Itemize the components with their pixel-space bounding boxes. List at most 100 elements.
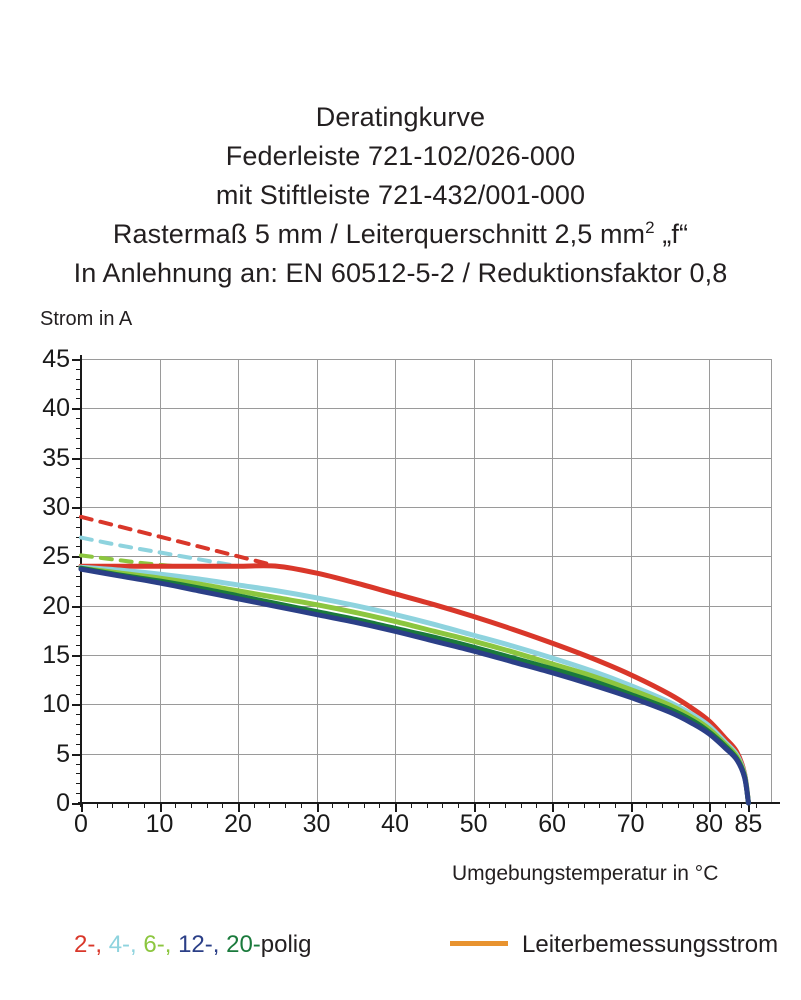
x-tick-minor-14	[190, 803, 192, 808]
y-tick-label-45: 45	[42, 345, 70, 373]
y-tick-45	[72, 359, 81, 361]
plot-area	[81, 359, 772, 803]
curve-2-polig-extrapoliert-	[79, 514, 280, 569]
curve-12-polig	[78, 566, 751, 806]
x-tick-minor-24	[269, 803, 271, 808]
y-axis-line	[80, 355, 82, 807]
x-tick-50	[473, 803, 476, 812]
x-axis-title: Umgebungstemperatur in °C	[452, 862, 719, 885]
grid-line-y-40	[81, 408, 772, 410]
grid-line-y-45	[81, 359, 772, 360]
x-tick-minor-62	[567, 803, 569, 808]
grid-line-x-30	[316, 359, 318, 803]
legend-rated-current: Leiterbemessungsstrom	[450, 930, 778, 960]
x-tick-0	[81, 803, 83, 812]
grid-line-y-20	[81, 605, 772, 607]
y-tick-minor-23	[76, 576, 81, 578]
grid-line-y-35	[81, 457, 772, 459]
legend-pole-counts: 2-, 4-, 6-, 12-, 20-polig	[74, 930, 312, 960]
grid-line-y-5	[81, 753, 772, 755]
x-tick-minor-22	[253, 803, 255, 808]
x-tick-label-70: 70	[616, 810, 645, 838]
y-tick-minor-34	[76, 467, 81, 469]
x-tick-minor-72	[646, 803, 648, 808]
title-line-1: Deratingkurve	[315, 102, 486, 132]
x-tick-70	[630, 803, 633, 812]
x-tick-minor-32	[332, 803, 334, 808]
x-tick-minor-48	[457, 803, 459, 808]
y-tick-minor-8	[76, 724, 81, 726]
y-tick-minor-38	[76, 428, 81, 430]
legend-separator: ,	[212, 931, 227, 958]
y-tick-minor-19	[76, 615, 81, 617]
x-tick-label-60: 60	[538, 810, 567, 838]
legend-separator: ,	[164, 931, 179, 958]
grid-line-x-80	[709, 359, 711, 803]
x-tick-minor-44	[426, 803, 428, 808]
y-tick-minor-9	[76, 714, 81, 716]
x-tick-label-0: 0	[74, 810, 88, 838]
x-tick-minor-6	[128, 803, 130, 808]
x-tick-80	[709, 803, 712, 812]
x-tick-label-20: 20	[224, 810, 252, 838]
x-tick-40	[395, 803, 398, 812]
y-tick-minor-27	[76, 536, 81, 538]
x-tick-minor-26	[285, 803, 287, 808]
x-tick-minor-68	[614, 803, 616, 808]
grid-line-y-25	[81, 556, 772, 558]
y-tick-minor-29	[76, 516, 81, 518]
y-tick-minor-31	[76, 497, 81, 499]
title-line-3: mit Stiftleiste 721-432/001-000	[215, 180, 586, 210]
y-tick-label-5: 5	[56, 739, 70, 768]
x-tick-60	[552, 803, 555, 812]
y-tick-minor-24	[76, 566, 81, 568]
title-line-4-superscript: 2	[645, 218, 655, 237]
title-line-4-main: Rastermaß 5 mm / Leiterquerschnitt 2,5 m…	[112, 219, 646, 249]
grid-line-x-70	[630, 359, 632, 803]
y-tick-label-40: 40	[42, 394, 70, 423]
legend-separator: ,	[95, 931, 109, 958]
title-line-4: Rastermaß 5 mm / Leiterquerschnitt 2,5 m…	[0, 215, 801, 254]
y-tick-minor-22	[76, 585, 81, 587]
y-tick-0	[72, 803, 81, 805]
y-tick-20	[72, 605, 81, 608]
x-tick-minor-86	[756, 803, 758, 808]
x-tick-minor-42	[410, 803, 412, 808]
legend-poles-suffix: polig	[260, 931, 312, 958]
y-tick-minor-39	[76, 418, 81, 420]
y-tick-minor-3	[76, 773, 81, 775]
x-tick-label-40: 40	[381, 810, 409, 838]
legend-pole-2: 2-	[74, 931, 96, 958]
legend-rated-color-swatch	[450, 940, 508, 946]
y-tick-label-0: 0	[56, 789, 70, 817]
x-tick-minor-8	[143, 803, 145, 808]
x-tick-minor-66	[599, 803, 601, 808]
x-tick-minor-12	[175, 803, 177, 808]
y-tick-label-25: 25	[42, 542, 70, 571]
x-tick-minor-16	[206, 803, 208, 808]
y-tick-label-35: 35	[42, 443, 70, 472]
y-tick-minor-1	[76, 793, 81, 795]
x-tick-20	[238, 803, 241, 812]
title-line-5: In Anlehnung an: EN 60512-5-2 / Reduktio…	[73, 258, 728, 288]
plot-frame-right	[771, 359, 772, 803]
y-tick-minor-28	[76, 526, 81, 528]
x-tick-minor-4	[112, 803, 114, 808]
legend-pole-4: 4-	[108, 931, 131, 958]
x-tick-minor-38	[379, 803, 381, 808]
y-tick-minor-7	[76, 733, 81, 735]
x-tick-minor-36	[363, 803, 365, 808]
grid-line-y-15	[81, 655, 772, 656]
legend-separator: ,	[130, 931, 144, 958]
y-tick-label-15: 15	[42, 641, 70, 669]
grid-line-x-60	[552, 359, 554, 803]
x-tick-minor-74	[662, 803, 664, 808]
y-tick-minor-37	[76, 437, 81, 439]
x-tick-minor-78	[693, 803, 695, 808]
y-tick-minor-16	[76, 645, 81, 647]
y-tick-25	[72, 556, 81, 559]
x-tick-label-30: 30	[302, 810, 331, 838]
x-tick-minor-64	[583, 803, 585, 808]
y-tick-5	[72, 753, 81, 756]
grid-line-y-30	[81, 507, 772, 508]
